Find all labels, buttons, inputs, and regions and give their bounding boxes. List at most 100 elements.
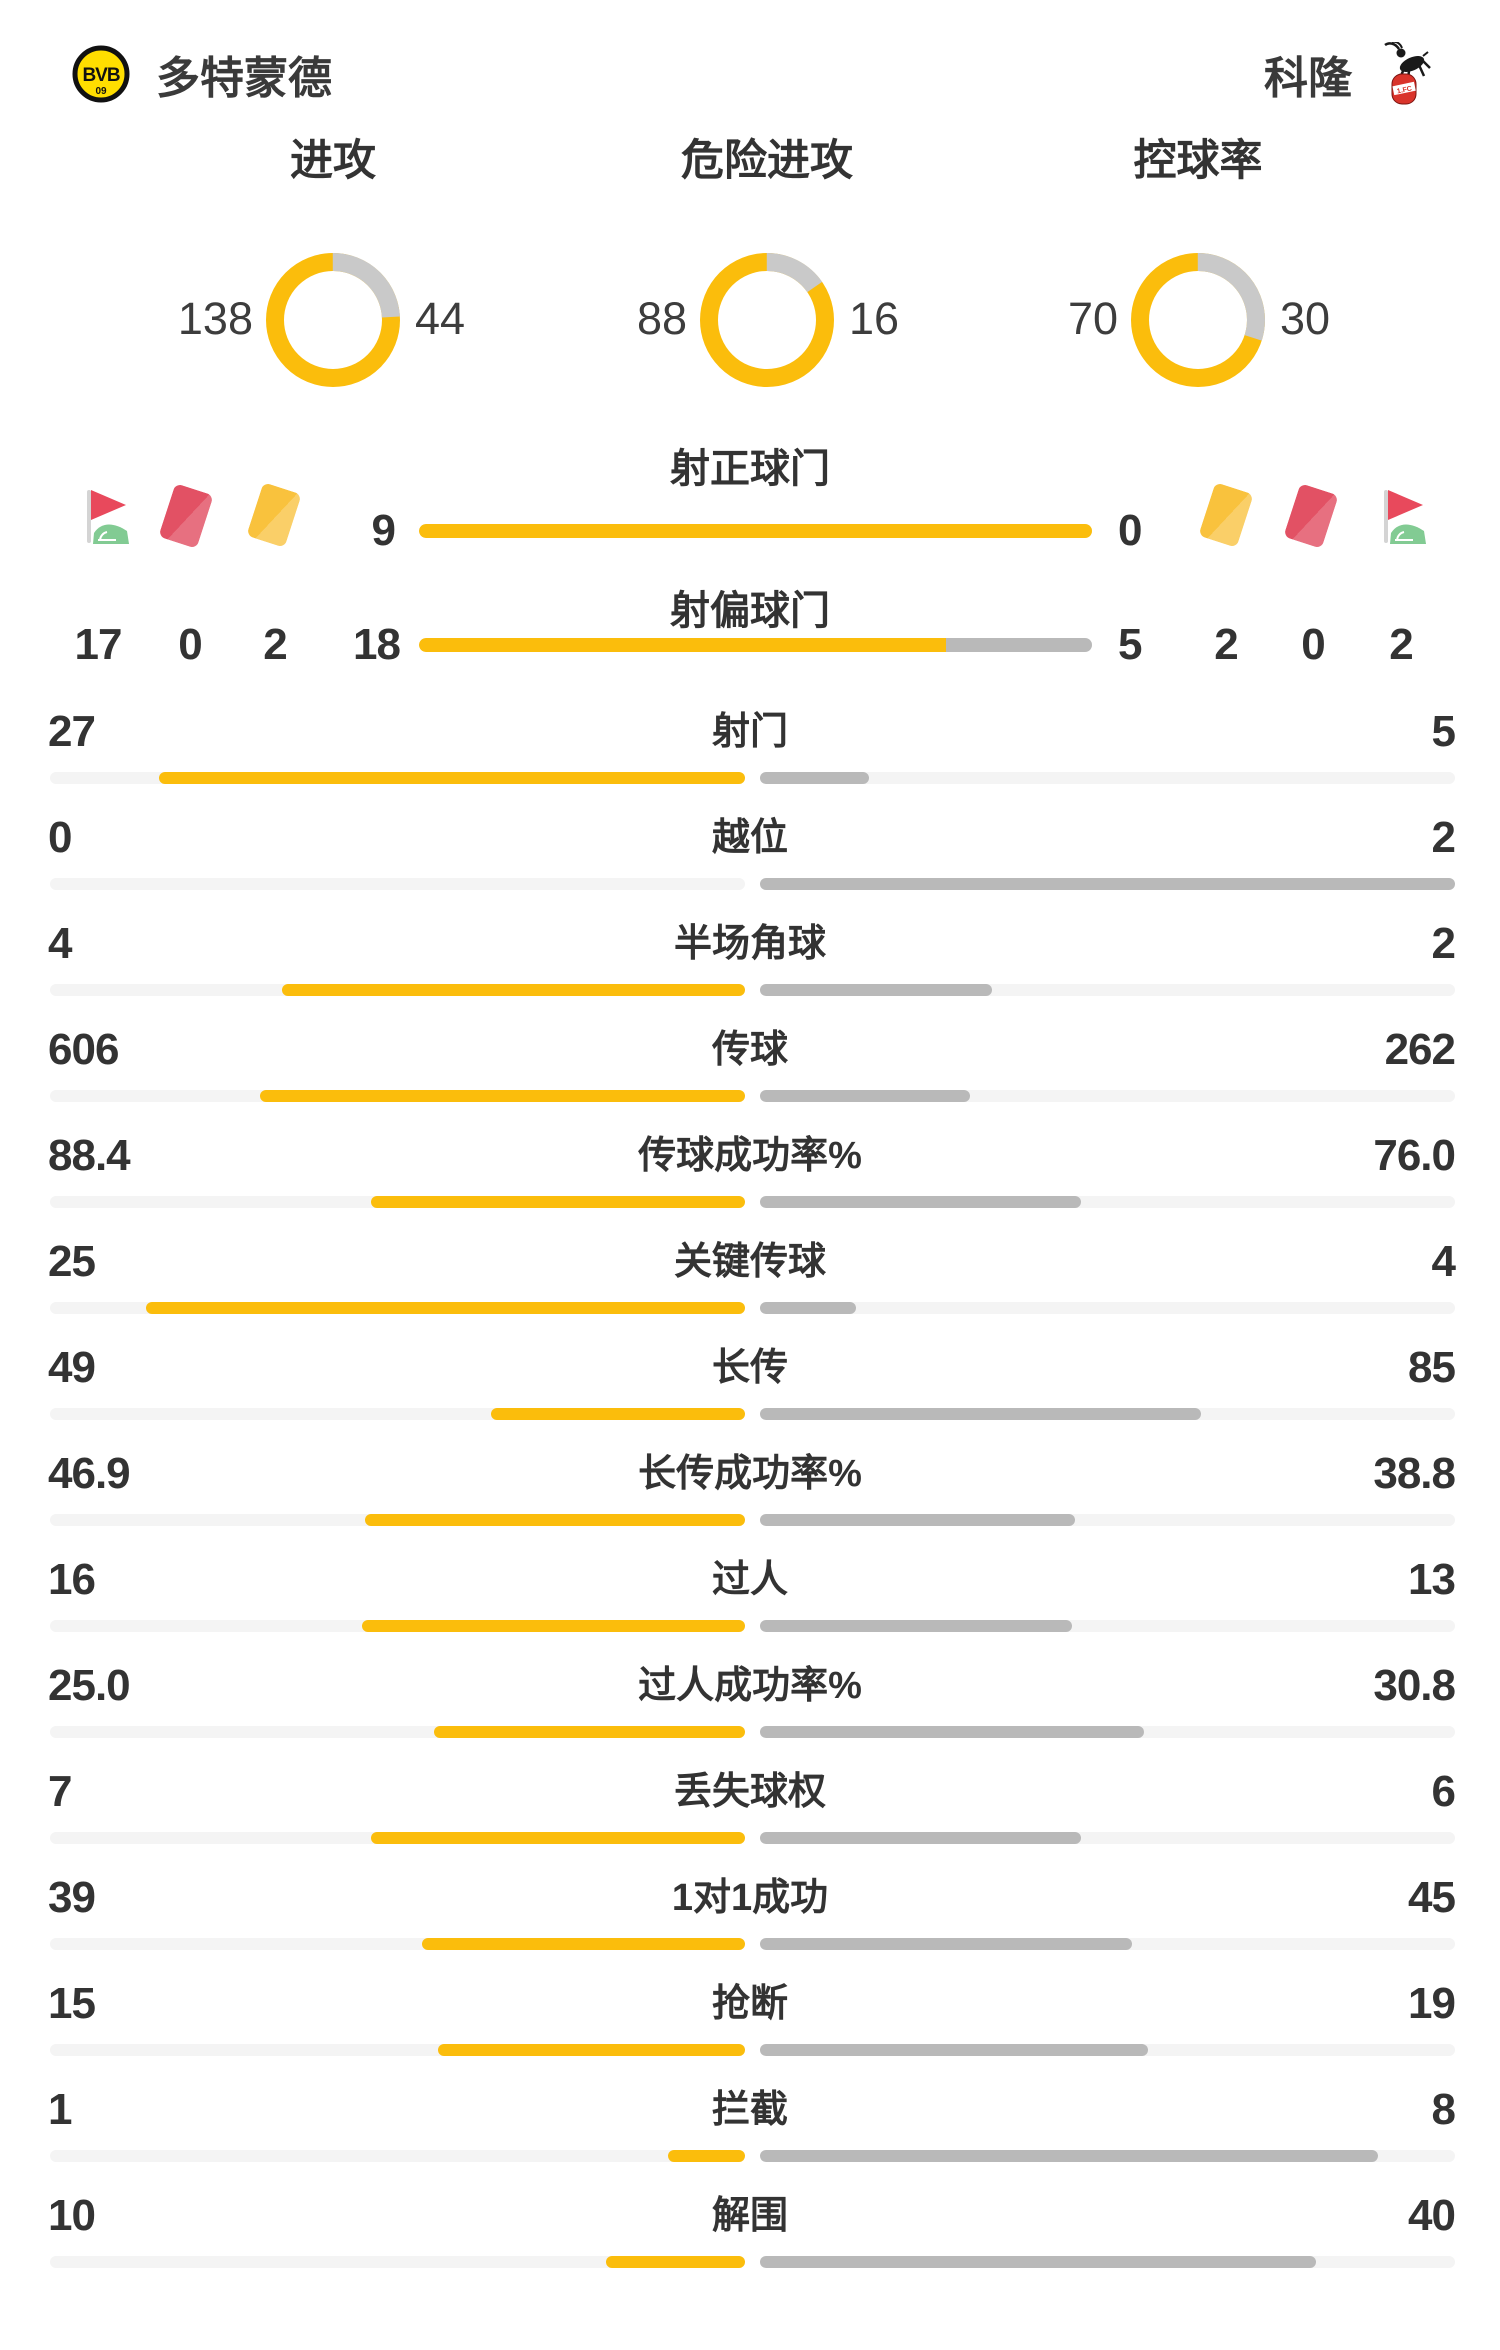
stat-bar-home [438,2044,745,2056]
stat-bar-home [365,1514,745,1526]
stat-track-left [50,878,745,890]
stat-label: 射门 [711,711,788,753]
stat-row-7: 49 长传 85 [0,1306,1500,1420]
stat-away-value: 45 [1408,1873,1456,1922]
shots-on-target-away-value: 0 [1118,506,1143,555]
donut-chart [266,253,400,387]
stat-away-value: 30.8 [1373,1661,1456,1710]
stat-line: 1 拦截 8 [0,2084,1500,2136]
stat-line: 49 长传 85 [0,1342,1500,1394]
yellow-card-icon-away [1198,482,1254,548]
stat-bar-away [760,772,869,784]
stat-bar-away [760,1196,1081,1208]
stat-away-value: 13 [1408,1555,1456,1604]
stat-away-value: 5 [1431,707,1457,756]
stat-home-value: 7 [48,1767,73,1816]
koln-badge: 1.FC [1391,73,1417,105]
stat-bar-away [760,984,992,996]
stat-line: 15 抢断 19 [0,1978,1500,2030]
stat-label: 关键传球 [673,1241,826,1283]
stat-home-value: 27 [48,707,96,756]
stat-home-value: 39 [48,1873,96,1922]
stat-row-6: 25 关键传球 4 [0,1200,1500,1314]
stat-bar-away [760,1514,1075,1526]
away-corner-count: 2 [1389,620,1413,669]
stat-bar-home [606,2256,745,2268]
stat-label: 解围 [711,2195,788,2237]
donut-chart [1131,253,1265,387]
stat-line: 27 射门 5 [0,706,1500,758]
stat-line: 25.0 过人成功率% 30.8 [0,1660,1500,1712]
stat-home-value: 4 [48,919,73,968]
home-yellow-card-count: 2 [263,620,287,669]
stat-label: 抢断 [711,1983,788,2025]
stat-row-3: 4 半场角球 2 [0,882,1500,996]
shots-on-target-label: 射正球门 [670,447,830,491]
stat-away-value: 19 [1408,1979,1456,2028]
stat-away-value: 262 [1384,1025,1456,1074]
shots-off-target-bar [419,638,1092,652]
stat-row-5: 88.4 传球成功率% 76.0 [0,1094,1500,1208]
stat-bar-home [668,2150,745,2162]
stat-row-1: 27 射门 5 [0,670,1500,784]
stat-bar-away [760,1090,970,1102]
donut-home-value: 88 [636,293,687,344]
away-red-card-count: 0 [1301,620,1325,669]
stat-row-12: 39 1对1成功 45 [0,1836,1500,1950]
stat-bar-home [422,1938,745,1950]
stat-track-left [50,2256,745,2268]
stat-bar-away [760,1726,1144,1738]
stat-home-value: 606 [48,1025,119,1074]
stat-label: 过人 [711,1559,788,1601]
stat-line: 4 半场角球 2 [0,918,1500,970]
svg-text:1.FC: 1.FC [1396,85,1412,95]
stat-bar-home [371,1832,745,1844]
home-corner-count: 17 [74,620,123,669]
stat-label: 长传成功率% [638,1453,862,1495]
stat-bar-home [282,984,745,996]
stat-home-value: 88.4 [48,1131,131,1180]
stat-track-left [50,2150,745,2162]
stat-home-value: 1 [48,2085,73,2134]
stat-home-value: 46.9 [48,1449,131,1498]
away-team-header: 科隆 1.FC [1264,42,1434,106]
stat-bar-home [260,1090,745,1102]
stat-line: 25 关键传球 4 [0,1236,1500,1288]
stat-home-value: 16 [48,1555,96,1604]
stat-row-2: 0 越位 2 [0,776,1500,890]
stat-home-value: 25.0 [48,1661,131,1710]
stat-bar-away [760,2256,1316,2268]
stat-row-4: 606 传球 262 [0,988,1500,1102]
stat-line: 7 丢失球权 6 [0,1766,1500,1818]
home-team-name: 多特蒙德 [156,54,332,103]
donut-label: 进攻 [290,137,376,185]
stat-away-value: 2 [1431,919,1457,968]
stat-bar-away [760,1620,1072,1632]
donut-away-value: 16 [849,293,900,344]
stat-bar-away [760,2044,1148,2056]
shots-off-target-label: 射偏球门 [670,589,830,633]
home-team-header: BVB 09 多特蒙德 [72,42,332,106]
red-card-icon-home [158,483,214,549]
stat-label: 1对1成功 [671,1877,829,1919]
shots-off-target-bar-home [419,638,946,652]
stat-label: 传球成功率% [638,1135,862,1177]
away-team-name: 科隆 [1264,54,1352,103]
stat-track-right [760,1302,1455,1314]
stat-line: 0 越位 2 [0,812,1500,864]
stat-line: 606 传球 262 [0,1024,1500,1076]
svg-text:09: 09 [95,86,107,97]
stat-bar-away [760,2150,1378,2162]
stat-line: 10 解围 40 [0,2190,1500,2242]
stat-label: 丢失球权 [673,1771,826,1813]
stat-label: 半场角球 [673,923,826,965]
stat-row-10: 25.0 过人成功率% 30.8 [0,1624,1500,1738]
stat-away-value: 6 [1431,1767,1457,1816]
stat-home-value: 25 [48,1237,96,1286]
stat-line: 88.4 传球成功率% 76.0 [0,1130,1500,1182]
shots-on-target-bar-home [419,524,1092,538]
stat-away-value: 40 [1408,2191,1456,2240]
stat-line: 39 1对1成功 45 [0,1872,1500,1924]
shots-on-target-bar [419,524,1092,538]
